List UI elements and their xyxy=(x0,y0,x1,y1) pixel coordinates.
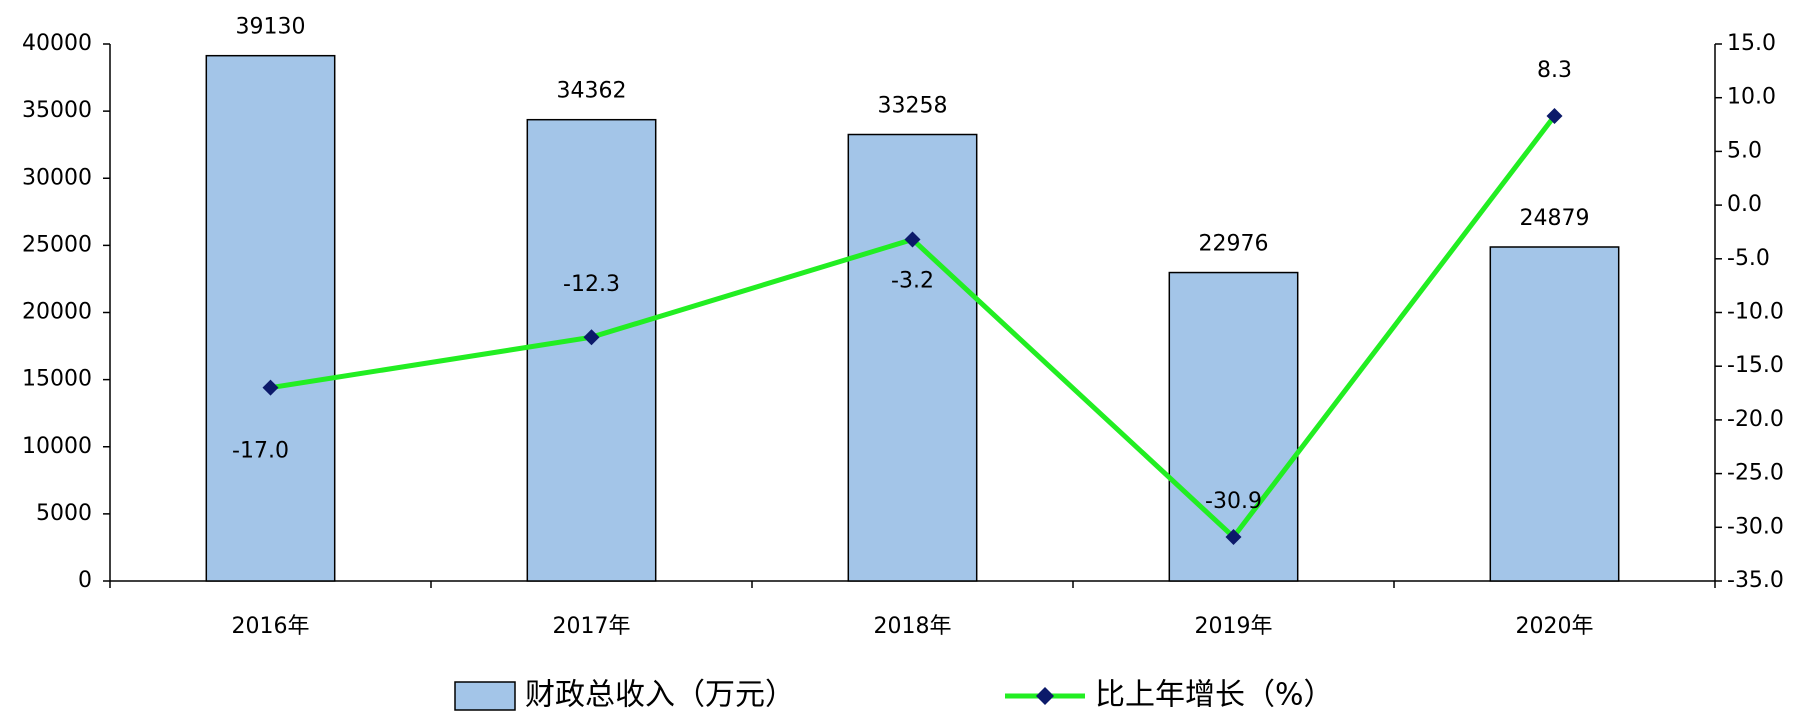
bar xyxy=(1489,246,1620,582)
x-tick-label: 2018年 xyxy=(874,614,952,639)
marker xyxy=(1225,528,1242,545)
legend-swatch xyxy=(454,681,516,711)
y-tick-label: 15000 xyxy=(22,367,92,392)
y-tick-label: 5000 xyxy=(36,501,92,526)
bar xyxy=(526,118,657,582)
legend-label: 比上年增长（%） xyxy=(1095,678,1334,713)
bar xyxy=(847,133,978,582)
marker xyxy=(583,329,600,346)
y-tick-label: 40000 xyxy=(22,31,92,56)
y2-tick-label: -5.0 xyxy=(1727,246,1770,271)
x-tick-label: 2020年 xyxy=(1516,614,1594,639)
y2-tick-label: -35.0 xyxy=(1727,568,1784,593)
y-tick-label: 0 xyxy=(78,568,92,593)
x-tick-label: 2017年 xyxy=(553,614,631,639)
y2-tick-label: 10.0 xyxy=(1727,85,1776,110)
bar xyxy=(205,54,336,582)
y2-tick-label: -15.0 xyxy=(1727,353,1784,378)
y2-tick-label: -20.0 xyxy=(1727,407,1784,432)
y-tick-label: 10000 xyxy=(22,434,92,459)
y-tick-label: 25000 xyxy=(22,232,92,257)
y-tick-label: 30000 xyxy=(22,165,92,190)
y-tick-label: 35000 xyxy=(22,98,92,123)
bar-value-label: 39130 xyxy=(236,15,306,40)
y2-tick-label: 15.0 xyxy=(1727,31,1776,56)
line-value-label: -3.2 xyxy=(891,268,934,293)
x-tick-label: 2016年 xyxy=(232,614,310,639)
bar-value-label: 22976 xyxy=(1199,232,1269,257)
y2-tick-label: -25.0 xyxy=(1727,461,1784,486)
y2-tick-label: -30.0 xyxy=(1727,514,1784,539)
line-value-label: -30.9 xyxy=(1205,489,1262,514)
line-value-label: 8.3 xyxy=(1537,58,1572,83)
marker xyxy=(1546,107,1563,124)
y2-tick-label: 0.0 xyxy=(1727,192,1762,217)
y2-tick-label: 5.0 xyxy=(1727,138,1762,163)
marker xyxy=(904,231,921,248)
bar-value-label: 34362 xyxy=(557,79,627,104)
line-value-label: -17.0 xyxy=(232,439,289,464)
y-tick-label: 20000 xyxy=(22,300,92,325)
line-value-label: -12.3 xyxy=(563,272,620,297)
marker xyxy=(262,379,279,396)
legend-marker xyxy=(1036,687,1054,705)
legend-label: 财政总收入（万元） xyxy=(525,678,795,713)
bar-value-label: 24879 xyxy=(1520,206,1590,231)
bar-value-label: 33258 xyxy=(878,94,948,119)
y2-tick-label: -10.0 xyxy=(1727,300,1784,325)
x-tick-label: 2019年 xyxy=(1195,614,1273,639)
